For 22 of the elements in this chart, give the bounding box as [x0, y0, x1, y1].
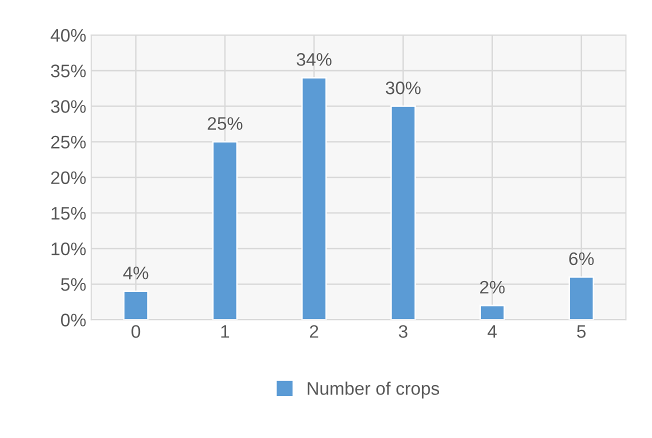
y-tick-label: 40%	[50, 28, 86, 42]
data-label: 34%	[296, 53, 332, 66]
y-tick-label: 0%	[61, 314, 86, 326]
x-tick-label: 3	[398, 325, 408, 338]
y-tick-label: 15%	[52, 206, 86, 220]
x-tick-label: 0	[132, 325, 140, 338]
legend-label: Number of crops	[308, 382, 440, 398]
y-tick-label: 5%	[61, 278, 86, 291]
data-label: 4%	[123, 266, 148, 280]
data-label: 25%	[208, 117, 242, 130]
x-tick-label: 5	[577, 325, 586, 338]
data-label: 6%	[569, 252, 594, 266]
y-tick-label: 10%	[52, 242, 86, 256]
data-label: 2%	[480, 280, 505, 294]
x-tick-label: 4	[488, 325, 497, 338]
y-tick-label: 30%	[50, 100, 86, 113]
y-tick-label: 25%	[51, 136, 86, 149]
x-tick-label: 1	[221, 325, 230, 338]
y-tick-label: 20%	[51, 171, 86, 184]
y-tick-label: 35%	[50, 64, 86, 78]
data-label: 30%	[386, 82, 421, 94]
x-tick-label: 2	[310, 325, 318, 338]
